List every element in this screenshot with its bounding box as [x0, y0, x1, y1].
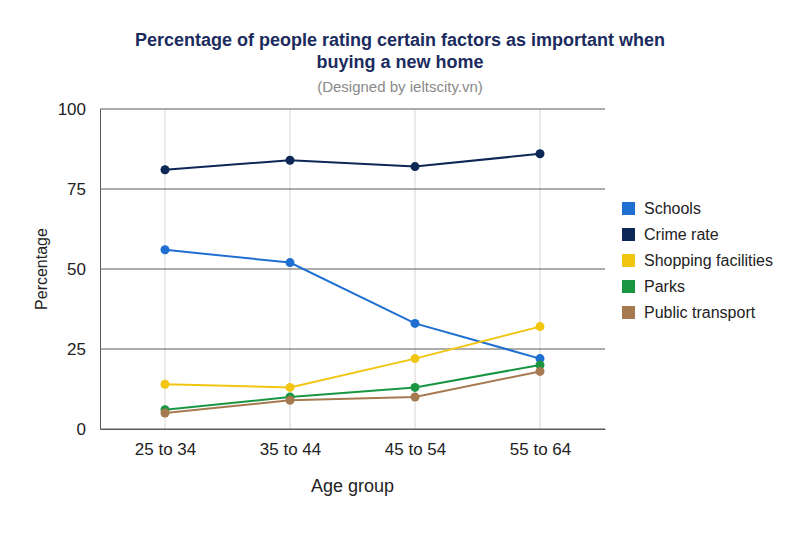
- x-tick: 55 to 64: [510, 429, 571, 459]
- legend-label: Shopping facilities: [644, 252, 773, 269]
- y-tick: 75: [67, 180, 100, 199]
- x-tick-label: 35 to 44: [260, 440, 321, 459]
- series-marker: [411, 354, 420, 363]
- series-marker: [161, 245, 170, 254]
- series-line: [165, 327, 540, 388]
- x-axis-line: [101, 429, 606, 430]
- x-tick-label: 45 to 54: [385, 440, 446, 459]
- legend: Schools Crime rate Shopping facilities Park…: [622, 200, 773, 321]
- legend-label: Parks: [644, 278, 685, 295]
- legend-item: Parks: [622, 278, 685, 295]
- x-tick-label: 25 to 34: [135, 440, 196, 459]
- series-line: [165, 154, 540, 170]
- series-line: [165, 365, 540, 410]
- legend-swatch: [622, 280, 635, 293]
- legend-item: Public transport: [622, 304, 756, 321]
- series-marker: [411, 393, 420, 402]
- series-marker: [161, 165, 170, 174]
- x-tick: 45 to 54: [385, 429, 446, 459]
- grid-line-y: [100, 429, 605, 430]
- plot-area: [161, 149, 545, 417]
- series-marker: [536, 367, 545, 376]
- y-tick: 100: [58, 100, 100, 119]
- series-marker: [536, 322, 545, 331]
- legend-label: Crime rate: [644, 226, 719, 243]
- legend-label: Public transport: [644, 304, 756, 321]
- grid-line-y: [100, 189, 605, 190]
- legend-item: Shopping facilities: [622, 252, 773, 269]
- x-axis: 25 to 34 35 to 44 45 to 54 55 to 64: [101, 429, 606, 459]
- y-tick-label: 75: [67, 180, 86, 199]
- series-marker: [286, 258, 295, 267]
- series-line: [165, 250, 540, 359]
- series-marker: [161, 409, 170, 418]
- series-marker: [411, 162, 420, 171]
- series-marker: [161, 380, 170, 389]
- grid-line-y: [100, 109, 605, 110]
- legend-label: Schools: [644, 200, 701, 217]
- series-marker: [536, 149, 545, 158]
- title-line: Percentage of people rating certain fact…: [135, 30, 665, 50]
- legend-item: Schools: [622, 200, 701, 217]
- x-tick-label: 55 to 64: [510, 440, 571, 459]
- y-tick: 25: [67, 340, 100, 359]
- x-tick: 35 to 44: [260, 429, 321, 459]
- series-marker: [286, 156, 295, 165]
- series-marker: [411, 319, 420, 328]
- series-marker: [286, 396, 295, 405]
- title-line: buying a new home: [316, 52, 483, 72]
- series-marker: [286, 383, 295, 392]
- y-tick-label: 100: [58, 100, 86, 119]
- title: Percentage of people rating certain fact…: [135, 30, 665, 72]
- y-axis-line: [100, 110, 101, 430]
- legend-item: Crime rate: [622, 226, 719, 243]
- y-axis-title: Percentage: [33, 228, 50, 310]
- subtitle: (Designed by ieltscity.vn): [317, 78, 483, 95]
- y-tick-label: 25: [67, 340, 86, 359]
- chart: Percentage of people rating certain fact…: [0, 0, 800, 533]
- y-tick: 50: [67, 260, 100, 279]
- y-tick-label: 0: [77, 420, 86, 439]
- legend-swatch: [622, 202, 635, 215]
- y-tick-label: 50: [67, 260, 86, 279]
- series-line: [165, 371, 540, 413]
- legend-swatch: [622, 254, 635, 267]
- legend-swatch: [622, 306, 635, 319]
- y-tick: 0: [77, 420, 100, 439]
- grid: [100, 109, 605, 429]
- series-marker: [411, 383, 420, 392]
- y-axis: 0 25 50 75 100: [58, 100, 101, 439]
- legend-swatch: [622, 228, 635, 241]
- grid-line-y: [100, 349, 605, 350]
- x-axis-title: Age group: [311, 476, 394, 496]
- grid-line-y: [100, 269, 605, 270]
- x-tick: 25 to 34: [135, 429, 196, 459]
